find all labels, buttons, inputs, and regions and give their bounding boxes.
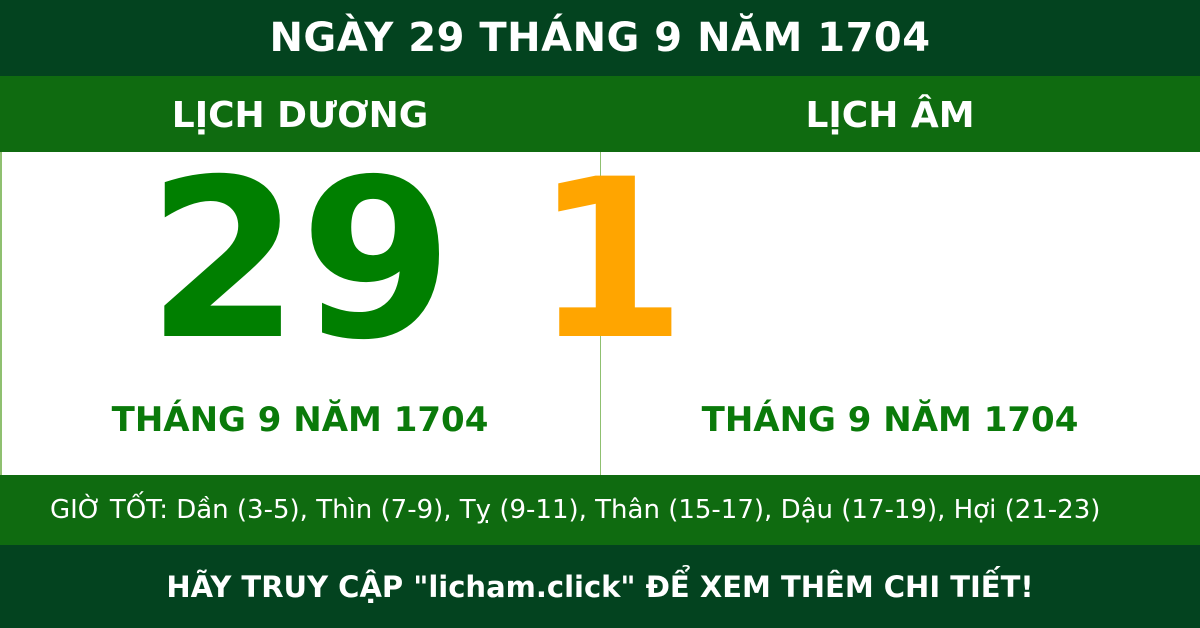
solar-day-number: 29: [146, 132, 454, 388]
lunar-calendar-label: LỊCH ÂM: [805, 95, 975, 136]
good-hours: GIỜ TỐT: Dần (3-5), Thìn (7-9), Tỵ (9-11…: [0, 475, 1200, 545]
lunar-day-number: 1: [533, 132, 687, 388]
page-title: NGÀY 29 THÁNG 9 NĂM 1704: [0, 0, 1200, 76]
solar-month-year: THÁNG 9 NĂM 1704: [111, 400, 489, 440]
lunar-month-year: THÁNG 9 NĂM 1704: [701, 400, 1079, 440]
solar-calendar-label: LỊCH DƯƠNG: [171, 95, 429, 136]
column-divider: [600, 152, 601, 475]
calendar-labels-band: LỊCH DƯƠNG LỊCH ÂM: [0, 76, 1200, 152]
footer-cta: HÃY TRUY CẬP "licham.click" ĐỂ XEM THÊM …: [0, 545, 1200, 628]
